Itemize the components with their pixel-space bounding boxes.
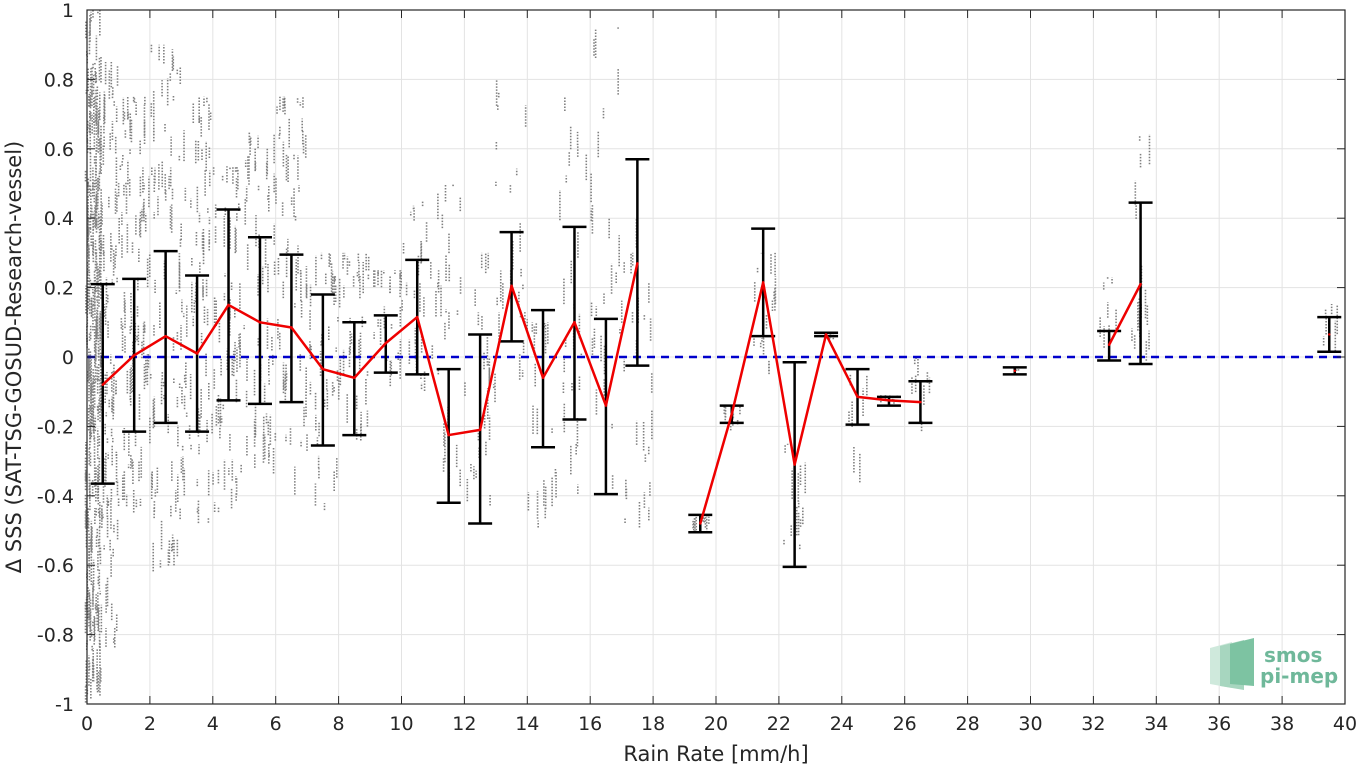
logo-text-smos: smos bbox=[1264, 643, 1322, 667]
x-tick-label: 4 bbox=[207, 713, 219, 735]
smos-pi-mep-logo: smos pi-mep bbox=[1210, 638, 1338, 690]
x-tick-label: 6 bbox=[270, 713, 282, 735]
x-tick-label: 10 bbox=[389, 713, 413, 735]
y-axis-label: Δ SSS (SAT-TSG-GOSUD-Research-vessel) bbox=[2, 141, 26, 573]
mean-point bbox=[699, 522, 702, 525]
mean-point bbox=[101, 383, 104, 386]
mean-point bbox=[384, 341, 387, 345]
mean-point bbox=[541, 376, 545, 380]
x-tick-label: 0 bbox=[81, 713, 93, 735]
x-tick-label: 16 bbox=[578, 713, 602, 735]
mean-point bbox=[132, 354, 136, 357]
mean-point bbox=[636, 262, 639, 265]
mean-point bbox=[919, 400, 922, 404]
x-tick-label: 38 bbox=[1270, 713, 1294, 735]
mean-point bbox=[510, 284, 513, 288]
logo-text-pi-mep: pi-mep bbox=[1260, 664, 1338, 688]
mean-point bbox=[1139, 282, 1142, 286]
y-tick-label: 0.4 bbox=[44, 208, 74, 230]
mean-line-segment bbox=[101, 263, 639, 437]
y-axis-ticks: -1 -0.8 -0.6 -0.4 -0.2 0 0.2 0.4 0.6 0.8 1 bbox=[37, 0, 1345, 716]
mean-point bbox=[887, 399, 891, 402]
y-tick-label: 0.6 bbox=[44, 139, 74, 161]
x-tick-label: 24 bbox=[830, 713, 854, 735]
mean-point bbox=[856, 395, 859, 399]
mean-point bbox=[227, 303, 230, 307]
mean-point bbox=[573, 321, 576, 324]
mean-point bbox=[447, 433, 450, 437]
scatter-points bbox=[84, 10, 1339, 703]
mean-point bbox=[793, 463, 796, 466]
x-tick-label: 14 bbox=[515, 713, 539, 735]
mean-point bbox=[321, 367, 325, 371]
mean-line-segment bbox=[1108, 283, 1142, 346]
mean-point bbox=[416, 315, 419, 319]
mean-point bbox=[1107, 343, 1111, 347]
y-tick-label: 0.8 bbox=[44, 69, 74, 91]
mean-point bbox=[258, 321, 262, 324]
mean-point bbox=[290, 326, 293, 329]
logo-emblem bbox=[1210, 638, 1254, 690]
y-tick-label: -0.4 bbox=[37, 486, 74, 508]
x-tick-label: 26 bbox=[893, 713, 917, 735]
mean-line bbox=[101, 262, 1331, 525]
x-tick-label: 40 bbox=[1333, 713, 1357, 735]
x-tick-label: 30 bbox=[1018, 713, 1042, 735]
mean-point bbox=[1013, 369, 1016, 373]
mean-point bbox=[604, 404, 608, 407]
mean-point bbox=[761, 281, 765, 284]
mean-point bbox=[353, 376, 356, 380]
y-tick-label: 0.2 bbox=[44, 278, 74, 300]
x-tick-label: 12 bbox=[452, 713, 476, 735]
mean-point bbox=[195, 352, 199, 355]
mean-point bbox=[730, 413, 733, 416]
y-tick-label: -1 bbox=[55, 694, 74, 716]
mean-point bbox=[824, 333, 828, 336]
y-tick-label: 0 bbox=[62, 347, 74, 369]
x-tick-label: 8 bbox=[333, 713, 345, 735]
x-tick-label: 2 bbox=[144, 713, 156, 735]
x-tick-label: 20 bbox=[704, 713, 728, 735]
mean-point bbox=[164, 334, 167, 338]
x-tick-label: 34 bbox=[1144, 713, 1168, 735]
x-tick-label: 32 bbox=[1081, 713, 1105, 735]
mean-line-segment bbox=[699, 281, 921, 524]
x-tick-label: 28 bbox=[956, 713, 980, 735]
mean-point bbox=[1328, 333, 1331, 336]
y-tick-label: -0.8 bbox=[37, 625, 74, 647]
y-tick-label: -0.2 bbox=[37, 416, 74, 438]
x-axis-ticks: 0 2 4 6 8 10 12 14 16 18 20 22 24 26 28 30 32 34 36 38 40 bbox=[81, 10, 1357, 735]
mean-point bbox=[478, 428, 482, 432]
x-tick-label: 18 bbox=[641, 713, 665, 735]
x-tick-label: 22 bbox=[767, 713, 791, 735]
y-tick-label: -0.6 bbox=[37, 555, 74, 577]
x-tick-label: 36 bbox=[1207, 713, 1231, 735]
x-axis-label: Rain Rate [mm/h] bbox=[623, 742, 808, 766]
y-tick-label: 1 bbox=[62, 0, 74, 22]
